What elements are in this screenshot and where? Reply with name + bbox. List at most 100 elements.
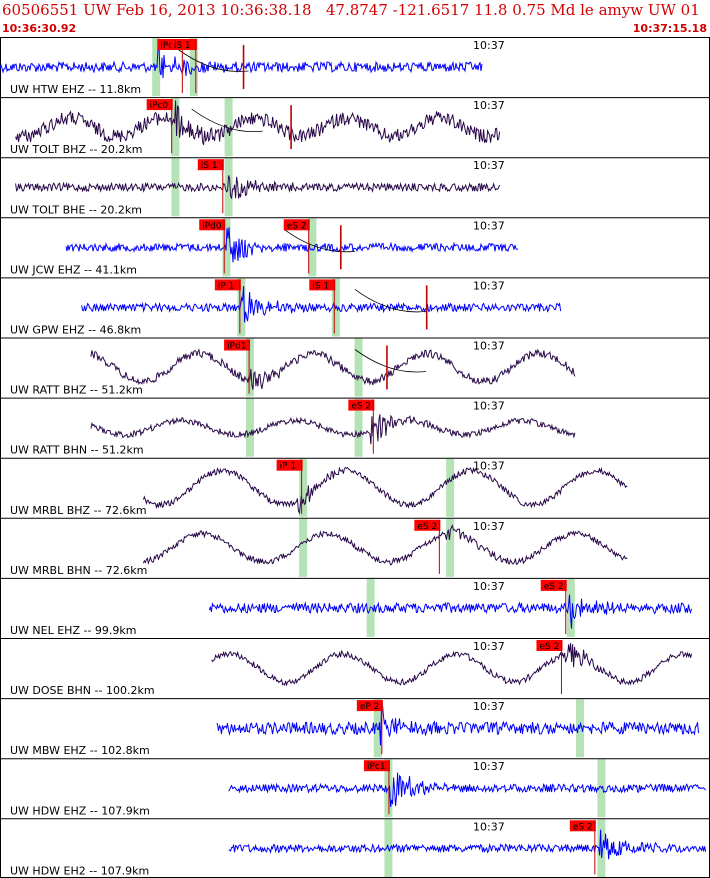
time-tick-label: 10:37 xyxy=(473,400,505,413)
trace-panel: eS 2 10:37 UW MRBL BHN -- 72.6km xyxy=(0,517,710,578)
waveform xyxy=(65,227,519,263)
phase-window-marker xyxy=(446,518,455,577)
waveform xyxy=(81,285,562,323)
phase-pick: eS 2 xyxy=(283,219,310,274)
pick-label-box xyxy=(214,279,241,291)
pick-label: iPd1 xyxy=(227,342,246,352)
pick-label-box xyxy=(569,820,596,832)
phase-window-marker xyxy=(237,278,246,337)
channel-label: UW MRBL BHN -- 72.6km xyxy=(10,564,147,577)
phase-pick: iP 1 xyxy=(214,279,241,334)
phase-pick: iS 1 xyxy=(197,159,224,214)
event-title: 60506551 UW Feb 16, 2013 10:36:38.18 47.… xyxy=(2,1,710,19)
phase-pick: iPd1 xyxy=(224,339,251,394)
pick-label-box xyxy=(146,99,173,111)
channel-label: UW HDW EHZ -- 107.9km xyxy=(10,804,150,817)
trace-panel: iPd0 eS 2 10:37 UW JCW EHZ -- 41.1km xyxy=(0,217,710,278)
channel-label: UW MRBL BHZ -- 72.6km xyxy=(10,504,147,517)
pick-label-box xyxy=(348,399,375,411)
pick-label-box xyxy=(199,219,226,231)
pick-label-box xyxy=(309,279,336,291)
moveout-curve xyxy=(283,228,356,253)
pick-label-box xyxy=(536,640,563,651)
pick-label: eS 2 xyxy=(544,582,564,592)
trace-panel: eS 2 10:37 UW RATT BHN -- 51.2km xyxy=(0,397,710,458)
phase-pick: iS 1 xyxy=(170,39,197,94)
waveform xyxy=(216,705,699,746)
trace-panel: iP 1 iS 1 10:37 UW GPW EHZ -- 46.8km xyxy=(0,277,710,338)
phase-pick: iP 1 xyxy=(276,459,303,514)
pick-label: iPd0 xyxy=(202,221,222,231)
pick-label: iP 1 xyxy=(218,281,235,291)
moveout-curve xyxy=(354,349,427,373)
phase-pick: iPd0 xyxy=(199,219,226,274)
moveout-curve xyxy=(177,48,249,72)
waveform xyxy=(0,46,483,79)
pick-label: iP 1 xyxy=(280,462,297,472)
pick-label: eS 2 xyxy=(287,221,307,231)
pick-label: iPc1 xyxy=(367,762,386,772)
trace-panel: iPc1 10:37 UW HDW EHZ -- 107.9km xyxy=(0,758,710,819)
time-tick-label: 10:37 xyxy=(473,279,505,292)
waveform xyxy=(15,175,501,200)
trace-panel: eS 2 10:37 UW DOSE BHN -- 100.2km xyxy=(0,638,710,699)
trace-panel: eS 2 10:37 UW NEL EHZ -- 99.9km xyxy=(0,577,710,638)
channel-label: UW JCW EHZ -- 41.1km xyxy=(10,263,137,276)
pick-label: iPc0 xyxy=(150,101,169,111)
time-tick-label: 10:37 xyxy=(473,460,505,473)
pick-label-box xyxy=(276,459,303,471)
waveform xyxy=(142,466,628,515)
window-end-time: 10:37:15.18 xyxy=(632,22,707,35)
channel-label: UW RATT BHZ -- 51.2km xyxy=(10,384,143,397)
window-start-time: 10:36:30.92 xyxy=(2,22,77,35)
phase-window-marker xyxy=(224,98,233,157)
phase-pick: iPc0 xyxy=(146,99,173,154)
waveform xyxy=(142,524,628,566)
time-tick-label: 10:37 xyxy=(473,640,505,653)
pick-label: eP 2 xyxy=(360,702,380,712)
channel-label: UW NEL EHZ -- 99.9km xyxy=(10,624,137,637)
time-tick-label: 10:37 xyxy=(473,700,505,713)
channel-label: UW TOLT BHZ -- 20.2km xyxy=(10,143,143,156)
pick-label-box xyxy=(157,39,184,50)
channel-label: UW RATT BHN -- 51.2km xyxy=(10,444,144,457)
phase-pick: iPc1 xyxy=(363,760,390,815)
phase-window-marker xyxy=(566,578,575,637)
pick-label-box xyxy=(414,519,441,531)
trace-panel: iS 1 10:37 UW TOLT BHE -- 20.2km xyxy=(0,157,710,218)
channel-label: UW TOLT BHE -- 20.2km xyxy=(10,203,142,216)
trace-panel: eP 2 10:37 UW MBW EHZ -- 102.8km xyxy=(0,698,710,759)
pick-label-box xyxy=(197,159,224,171)
pick-label: iPd0 xyxy=(160,41,180,51)
phase-pick: eS 2 xyxy=(540,579,567,634)
phase-window-marker xyxy=(299,518,308,577)
phase-window-marker xyxy=(354,398,363,457)
time-tick-label: 10:37 xyxy=(473,159,505,172)
channel-label: UW MBW EHZ -- 102.8km xyxy=(10,744,150,757)
time-tick-label: 10:37 xyxy=(473,820,505,833)
moveout-curve xyxy=(354,289,427,313)
time-tick-label: 10:37 xyxy=(473,520,505,533)
pick-label: eS 2 xyxy=(539,642,559,652)
phase-window-marker xyxy=(189,38,198,97)
waveform xyxy=(228,772,706,807)
phase-window-marker xyxy=(354,338,363,397)
time-tick-label: 10:37 xyxy=(473,99,505,112)
waveform xyxy=(90,348,576,390)
moveout-curve xyxy=(191,108,263,133)
waveform xyxy=(90,414,576,445)
phase-window-marker xyxy=(245,338,254,397)
phase-pick: eS 2 xyxy=(536,640,563,695)
phase-window-marker xyxy=(308,218,317,277)
phase-window-marker xyxy=(446,458,455,517)
phase-pick: eS 2 xyxy=(569,820,596,875)
waveform xyxy=(211,643,693,687)
waveform xyxy=(208,594,692,629)
record-header: 60506551 UW Feb 16, 2013 10:36:38.18 47.… xyxy=(0,0,710,38)
phase-pick: iS 1 xyxy=(309,279,336,334)
phase-pick: eS 2 xyxy=(414,519,441,574)
time-tick-label: 10:37 xyxy=(473,219,505,232)
pick-label-box xyxy=(356,700,383,712)
